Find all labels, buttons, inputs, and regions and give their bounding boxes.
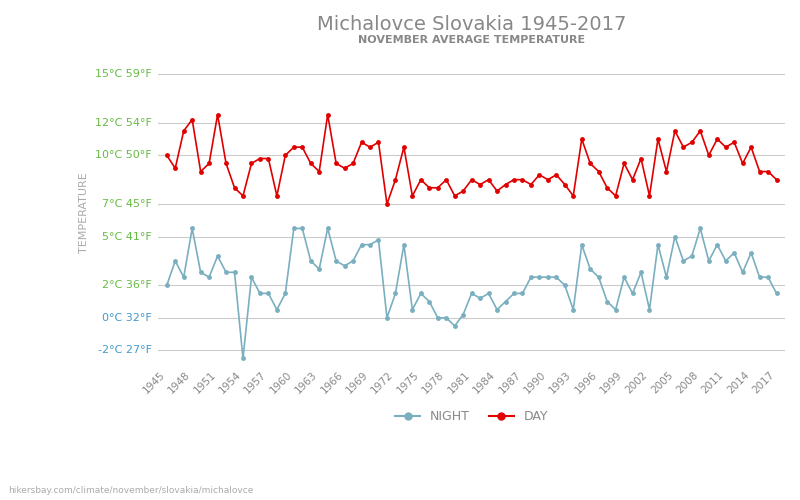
Text: 15°C 59°F: 15°C 59°F (95, 69, 152, 79)
Title: Michalovce Slovakia 1945-2017: Michalovce Slovakia 1945-2017 (317, 15, 626, 34)
Text: NOVEMBER AVERAGE TEMPERATURE: NOVEMBER AVERAGE TEMPERATURE (358, 36, 586, 46)
Text: 12°C 54°F: 12°C 54°F (95, 118, 152, 128)
Text: 7°C 45°F: 7°C 45°F (102, 199, 152, 209)
Text: -2°C 27°F: -2°C 27°F (98, 346, 152, 356)
Text: 0°C 32°F: 0°C 32°F (102, 313, 152, 323)
Text: 5°C 41°F: 5°C 41°F (102, 232, 152, 241)
Text: hikersbay.com/climate/november/slovakia/michalovce: hikersbay.com/climate/november/slovakia/… (8, 486, 254, 495)
Legend: NIGHT, DAY: NIGHT, DAY (390, 405, 554, 428)
Text: 2°C 36°F: 2°C 36°F (102, 280, 152, 290)
Text: 10°C 50°F: 10°C 50°F (95, 150, 152, 160)
Y-axis label: TEMPERATURE: TEMPERATURE (79, 172, 89, 252)
